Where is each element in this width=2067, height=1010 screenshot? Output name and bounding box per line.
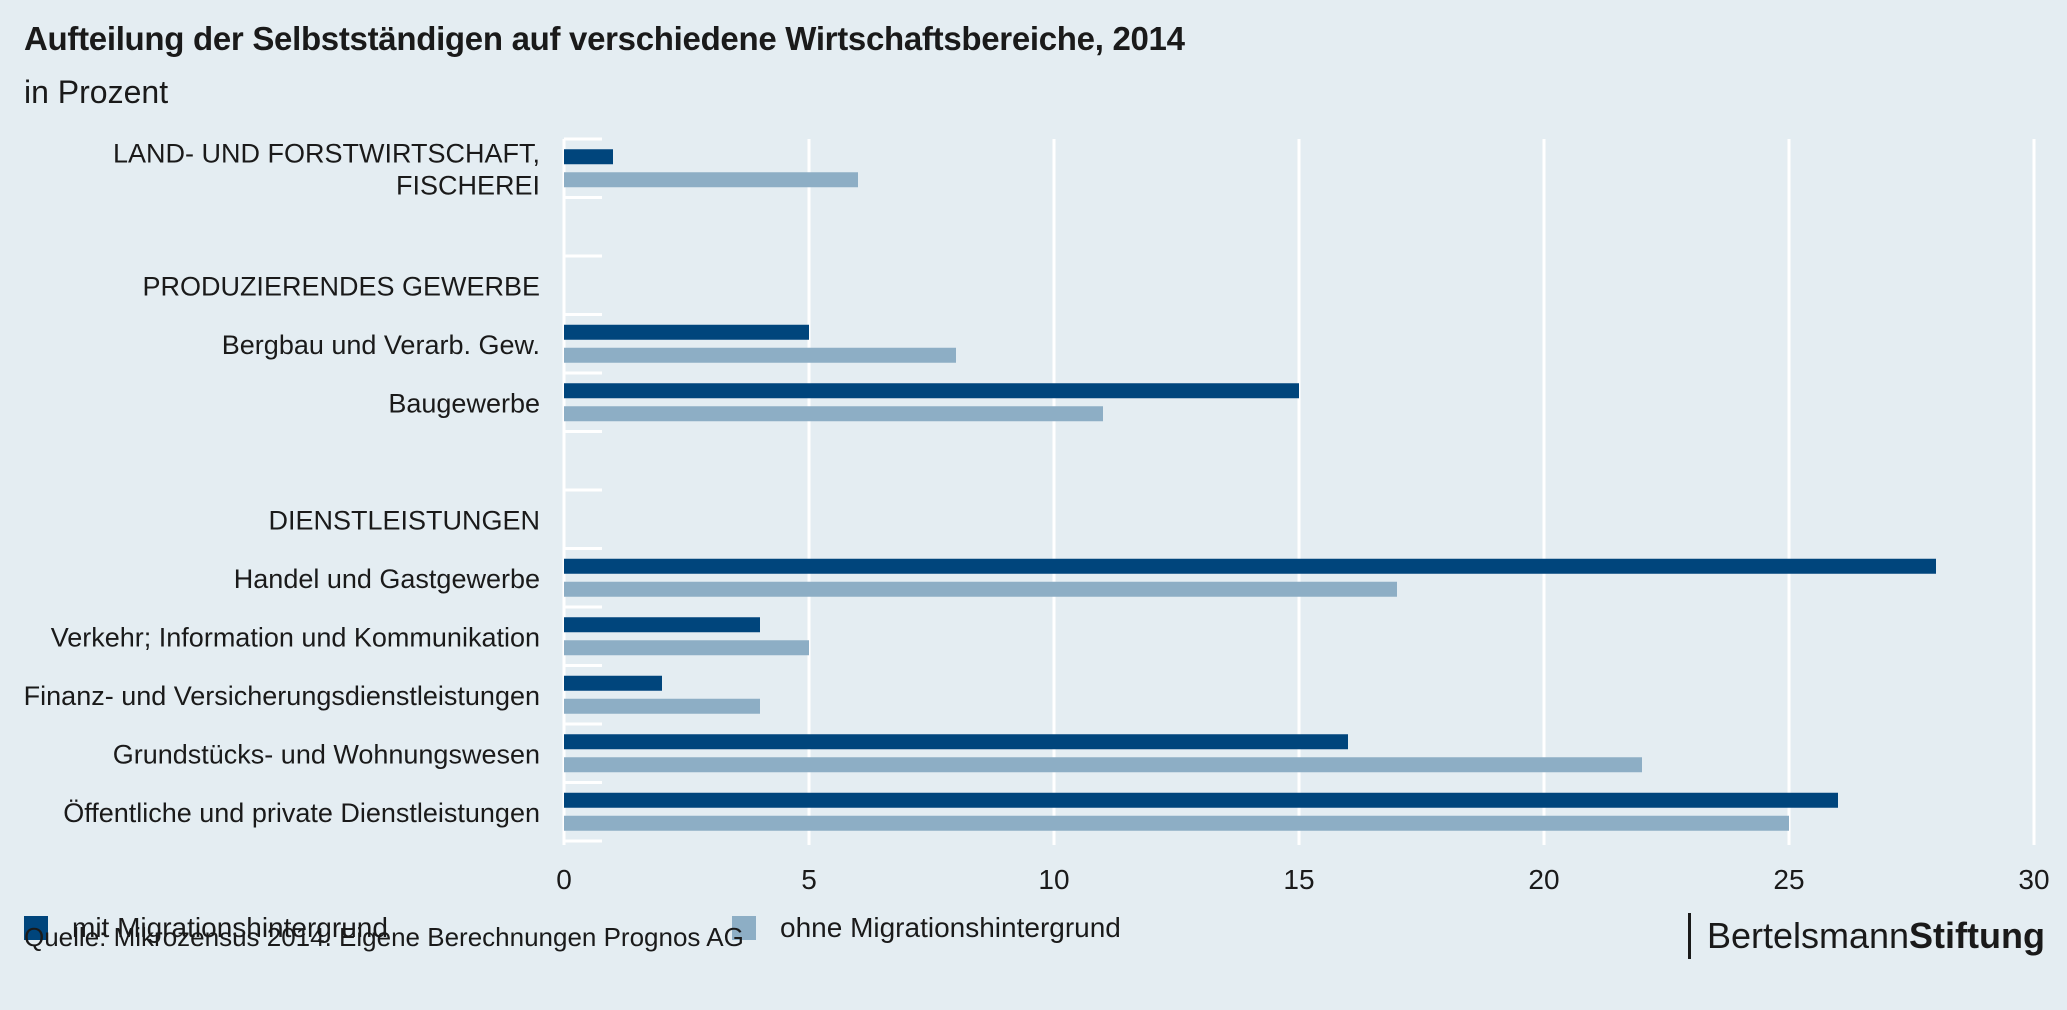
bar-ohne-migrationshintergrund: [564, 640, 809, 656]
bar-mit-migrationshintergrund: [564, 383, 1299, 399]
x-tick-label: 30: [2018, 864, 2049, 895]
legend-label-series1: mit Migrationshintergrund: [72, 912, 388, 943]
category-label: Baugewerbe: [388, 388, 540, 418]
bar-mit-migrationshintergrund: [564, 558, 1936, 574]
x-tick-label: 0: [556, 864, 572, 895]
x-tick-label: 5: [801, 864, 817, 895]
category-label: Finanz- und Versicherungsdienstleistunge…: [24, 681, 540, 711]
source-note: Quelle: Mikrozensus 2014. Eigene Berechn…: [24, 922, 744, 952]
bar-ohne-migrationshintergrund: [564, 815, 1789, 831]
bar-ohne-migrationshintergrund: [564, 172, 858, 188]
bar-mit-migrationshintergrund: [564, 324, 809, 340]
category-label: Verkehr; Information und Kommunikation: [51, 622, 540, 652]
category-label: DIENSTLEISTUNGEN: [268, 505, 540, 535]
bar-mit-migrationshintergrund: [564, 792, 1838, 808]
category-label: Handel und Gastgewerbe: [234, 564, 540, 594]
x-tick-label: 20: [1528, 864, 1559, 895]
category-label: Grundstücks- und Wohnungswesen: [113, 739, 540, 769]
legend-label-series2: ohne Migrationshintergrund: [780, 912, 1121, 943]
chart-title: Aufteilung der Selbstständigen auf versc…: [24, 20, 1185, 57]
category-label: LAND- UND FORSTWIRTSCHAFT,: [113, 138, 540, 168]
category-label: Öffentliche und private Dienstleistungen: [63, 798, 540, 828]
legend-swatch-series1: [24, 916, 48, 940]
category-label: Bergbau und Verarb. Gew.: [222, 330, 540, 360]
legend-item-series2: ohne Migrationshintergrund: [732, 908, 1121, 948]
chart-subtitle: in Prozent: [24, 74, 169, 110]
brand-logo: Bertelsmann Stiftung: [1687, 913, 2045, 959]
bar-ohne-migrationshintergrund: [564, 406, 1103, 422]
bar-mit-migrationshintergrund: [564, 149, 613, 165]
legend-item-series1: mit Migrationshintergrund: [24, 908, 388, 948]
brand-divider: [1687, 913, 1691, 959]
category-label: PRODUZIERENDES GEWERBE: [142, 271, 540, 301]
category-label: FISCHEREI: [396, 170, 540, 200]
x-tick-label: 10: [1038, 864, 1069, 895]
bar-mit-migrationshintergrund: [564, 617, 760, 633]
x-tick-label: 15: [1283, 864, 1314, 895]
legend-swatch-series2: [732, 916, 756, 940]
bar-mit-migrationshintergrund: [564, 675, 662, 691]
bar-ohne-migrationshintergrund: [564, 347, 956, 363]
bar-mit-migrationshintergrund: [564, 734, 1348, 750]
brand-name-bold: Stiftung: [1909, 915, 2045, 956]
brand-name: Bertelsmann: [1706, 915, 1910, 956]
bar-ohne-migrationshintergrund: [564, 757, 1642, 773]
bar-ohne-migrationshintergrund: [564, 581, 1397, 597]
x-tick-label: 25: [1773, 864, 1804, 895]
bar-ohne-migrationshintergrund: [564, 698, 760, 714]
